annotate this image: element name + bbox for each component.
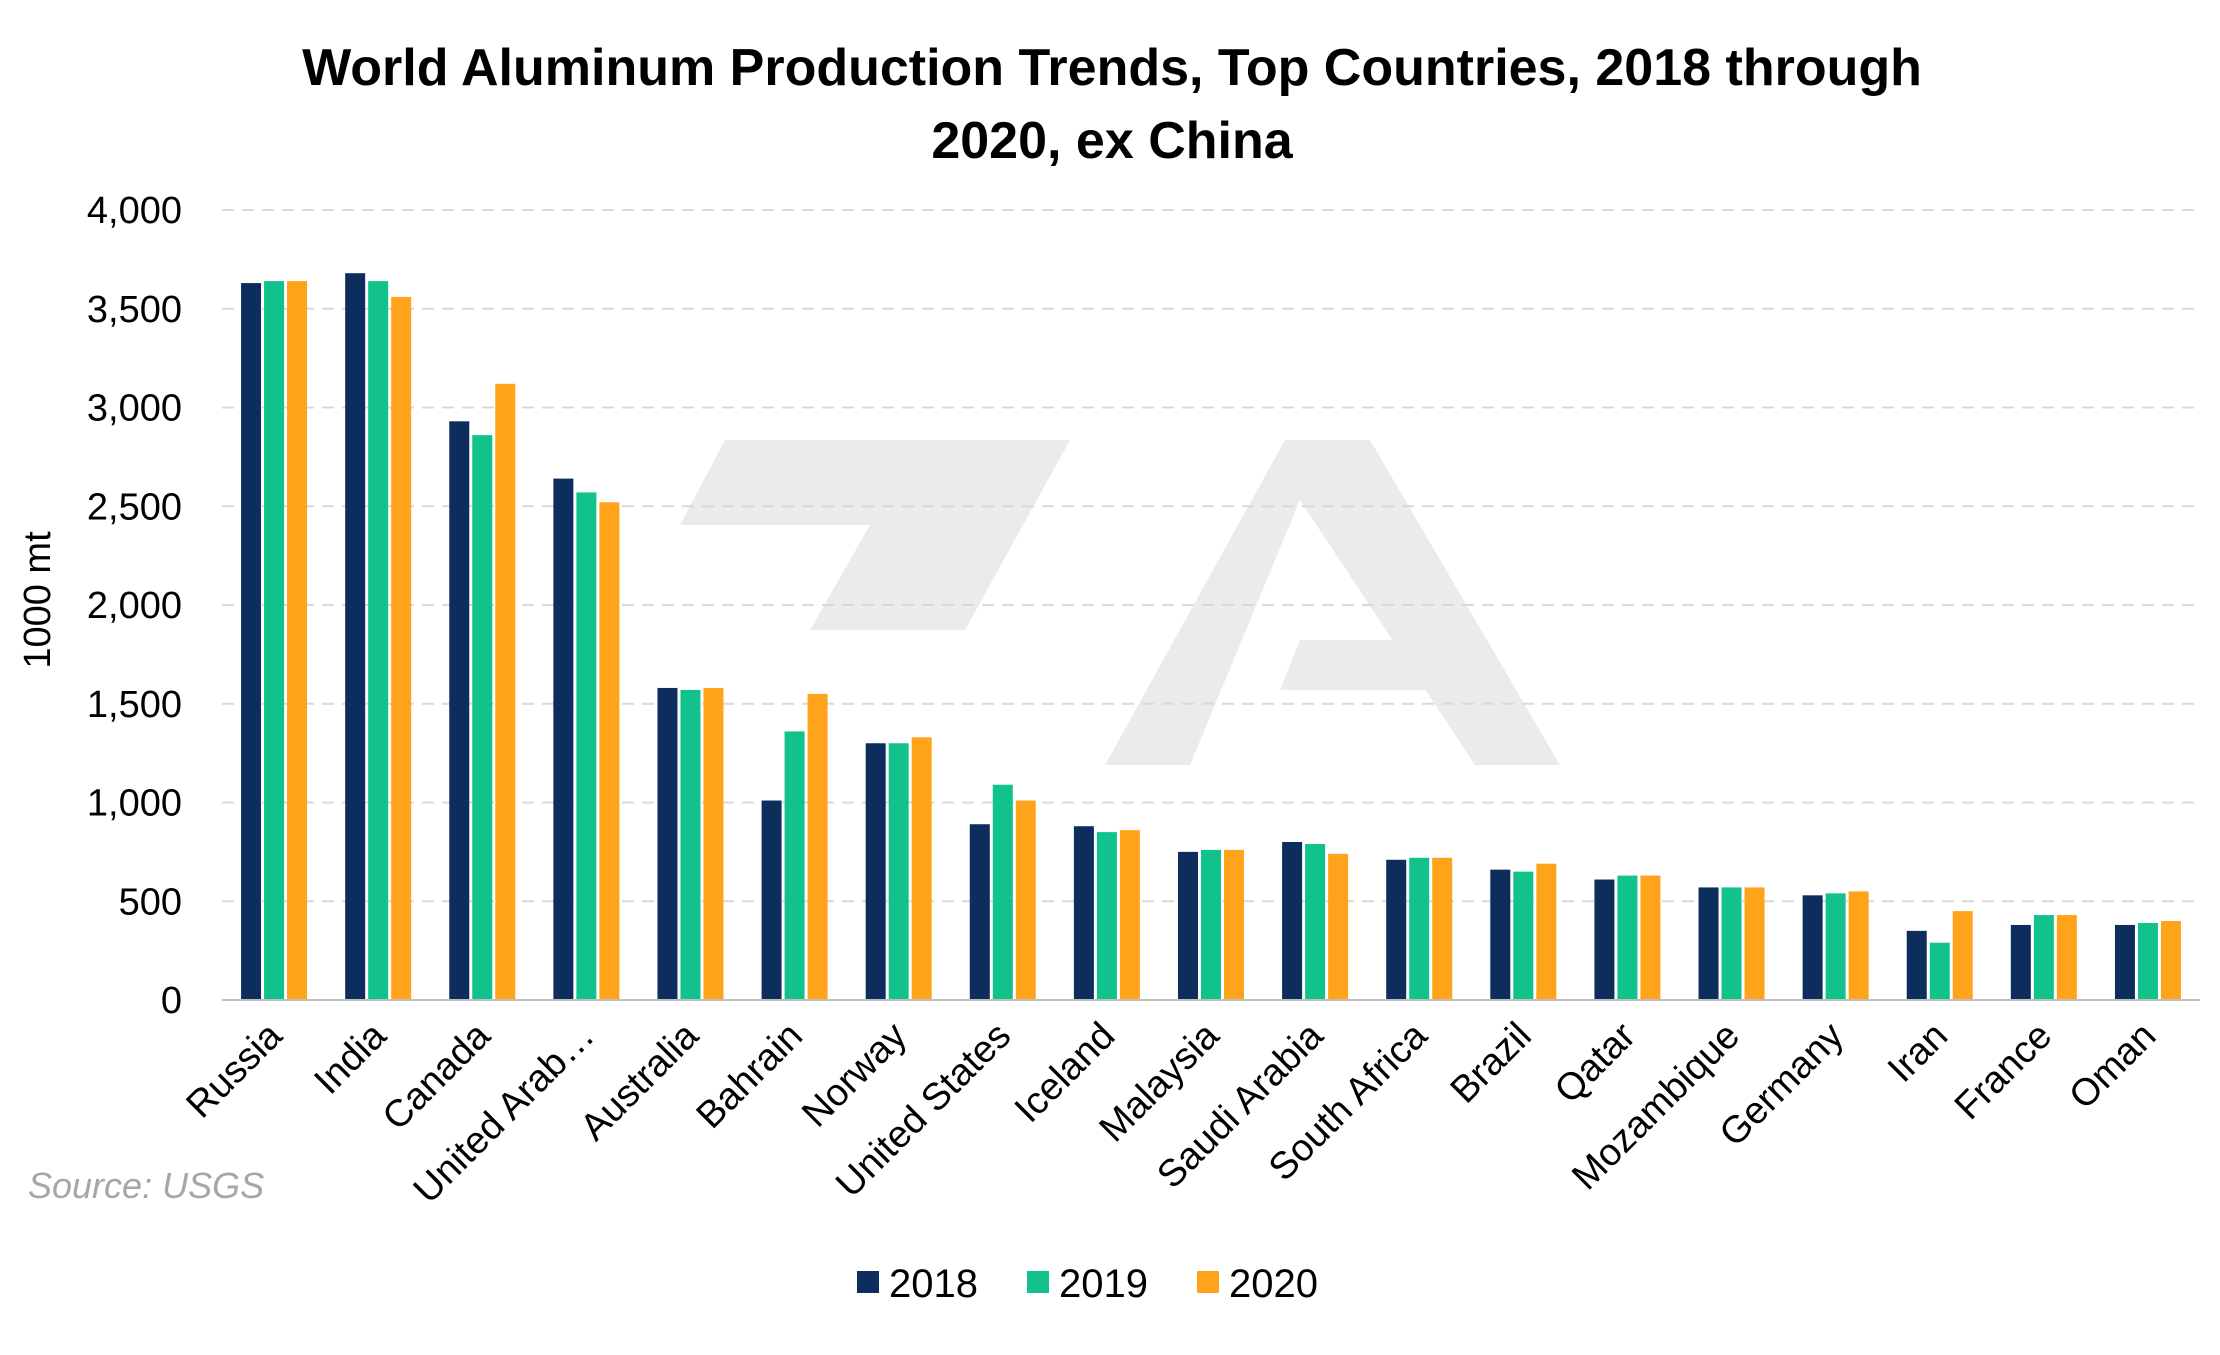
source-note: Source: USGS (28, 1165, 264, 1206)
bar-2020 (1119, 830, 1140, 1000)
legend-swatch-2018 (857, 1271, 879, 1293)
x-category-label: Russia (179, 1014, 291, 1126)
bar-2019 (472, 435, 493, 1000)
bar-2019 (784, 731, 805, 1000)
bar-2019 (1513, 871, 1534, 1000)
bar-2020 (2160, 921, 2181, 1000)
bar-2019 (2033, 915, 2054, 1000)
bar-2020 (1848, 891, 1869, 1000)
bar-2019 (576, 492, 597, 1000)
bar-2018 (761, 800, 782, 1000)
bar-2018 (1282, 842, 1303, 1000)
x-category-label: Bahrain (689, 1015, 811, 1137)
bar-2018 (241, 283, 262, 1000)
bar-2018 (1386, 859, 1407, 1000)
x-category-label: Oman (2061, 1015, 2164, 1118)
y-tick-label: 500 (119, 881, 182, 923)
bar-2020 (599, 502, 620, 1000)
bar-2020 (1224, 849, 1244, 1000)
watermark-a-shape (1105, 440, 1560, 765)
watermark-a-bar (1280, 640, 1430, 690)
chart-title-line-2: 2020, ex China (931, 112, 1293, 170)
bar-2018 (553, 478, 574, 1001)
bar-2019 (264, 281, 285, 1001)
bar-2019 (1929, 942, 1950, 1000)
bar-2018 (1178, 851, 1198, 1000)
bar-2018 (657, 687, 678, 1000)
legend-swatch-2019 (1027, 1271, 1049, 1293)
bar-2018 (1594, 879, 1615, 1000)
bar-2019 (1305, 843, 1326, 1000)
gridlines (222, 209, 2200, 903)
bar-2019 (2137, 922, 2158, 1000)
bar-2018 (865, 743, 886, 1000)
bar-2020 (1328, 853, 1349, 1000)
bar-2019 (1409, 857, 1430, 1000)
bar-2018 (1802, 895, 1823, 1000)
bar-2018 (2114, 924, 2135, 1000)
legend-label: 2019 (1059, 1262, 1148, 1306)
bar-2020 (1952, 911, 1973, 1000)
bars (241, 273, 2181, 1001)
bar-2018 (2010, 924, 2031, 1000)
bar-2020 (1015, 800, 1036, 1000)
bar-2020 (1536, 863, 1557, 1000)
bar-2020 (1432, 857, 1453, 1000)
bar-2020 (2056, 915, 2077, 1000)
legend-label: 2020 (1229, 1262, 1318, 1306)
y-tick-label: 2,500 (87, 486, 182, 528)
watermark-logo (680, 440, 1560, 765)
y-tick-label: 1,500 (87, 684, 182, 726)
bar-2019 (368, 281, 389, 1001)
bar-2018 (969, 824, 990, 1000)
bar-2018 (1906, 930, 1927, 1000)
bar-2019 (680, 689, 701, 1000)
y-tick-label: 4,000 (87, 190, 182, 232)
legend-swatch-2020 (1197, 1271, 1219, 1293)
y-tick-label: 3,000 (87, 388, 182, 430)
x-category-label: Qatar (1547, 1014, 1644, 1111)
x-category-label: United Arab… (406, 1015, 603, 1212)
bar-2020 (1744, 887, 1765, 1000)
bar-2018 (1698, 887, 1719, 1000)
y-tick-label: 3,500 (87, 289, 182, 331)
legend-label: 2018 (889, 1262, 978, 1306)
bar-2020 (911, 737, 932, 1000)
legend: 2018 2019 2020 (857, 1262, 1318, 1306)
bar-2019 (888, 743, 909, 1000)
bar-2019 (992, 784, 1013, 1000)
y-tick-label: 1,000 (87, 783, 182, 825)
bar-2018 (345, 273, 366, 1000)
bar-2019 (1096, 832, 1117, 1000)
bar-2020 (1640, 875, 1661, 1000)
bar-2020 (391, 296, 412, 1000)
y-axis-ticks: 0 500 1,000 1,500 2,000 2,500 3,000 3,500 4,000 (87, 190, 182, 1022)
bar-2019 (1201, 849, 1221, 1000)
x-category-label: Brazil (1443, 1015, 1540, 1112)
y-axis-label: 1000 mt (17, 531, 59, 669)
bar-2019 (1721, 887, 1742, 1000)
bar-2020 (703, 687, 724, 1000)
bar-2018 (1073, 826, 1094, 1000)
bar-2019 (1617, 875, 1638, 1000)
x-category-label: Australia (573, 1014, 708, 1149)
bar-2020 (495, 383, 516, 1000)
bar-2020 (287, 281, 308, 1001)
x-category-label: France (1947, 1015, 2060, 1128)
chart-title-line-1: World Aluminum Production Trends, Top Co… (302, 39, 1922, 97)
bar-2020 (807, 693, 828, 1000)
bar-2018 (1490, 869, 1511, 1000)
y-tick-label: 0 (161, 980, 182, 1022)
x-category-label: Iran (1880, 1015, 1956, 1091)
x-category-label: India (307, 1014, 396, 1103)
bar-2019 (1825, 893, 1846, 1000)
bar-2018 (449, 421, 470, 1000)
y-tick-label: 2,000 (87, 585, 182, 627)
watermark-seven-shape (680, 440, 1070, 630)
